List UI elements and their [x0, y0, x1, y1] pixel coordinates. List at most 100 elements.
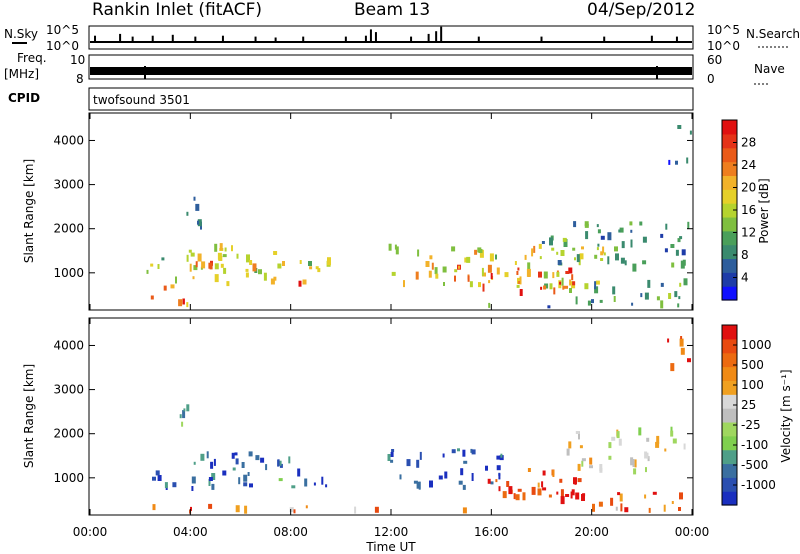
echo-cell-8-101 — [482, 272, 486, 277]
echo-cell-7-135 — [581, 458, 586, 462]
echo-cell-8-112 — [481, 267, 484, 276]
echo-cell-3-20 — [188, 249, 192, 253]
echo-cell-14-232 — [547, 305, 551, 309]
echo-cell-12-180 — [563, 239, 568, 247]
colorbar-swatch-9 — [722, 366, 737, 381]
echo-cell-11-175 — [575, 296, 578, 305]
colorbar-swatch-0 — [722, 286, 737, 301]
echo-cell-5-82 — [565, 494, 570, 497]
echo-cell-1-31 — [164, 482, 168, 489]
echo-cell-12-203 — [677, 238, 681, 243]
echo-cell-9-151 — [496, 267, 500, 275]
echo-cell-8-113 — [543, 271, 548, 279]
echo-cell-11-180 — [670, 363, 675, 372]
echo-cell-11-166 — [679, 282, 682, 287]
echo-cell-10-175 — [648, 507, 651, 513]
echo-cell-5-91 — [498, 486, 501, 492]
echo-cell-10-158 — [562, 285, 565, 290]
echo-cell-9-138 — [454, 275, 456, 282]
echo-cell-6-63 — [308, 261, 312, 266]
echo-cell-4-79 — [471, 449, 476, 455]
echo-cell-9-136 — [568, 267, 573, 274]
ytick-label-0: 1000 — [53, 266, 84, 280]
echo-cell-7-146 — [633, 468, 637, 475]
echo-cell-12-182 — [629, 221, 633, 226]
echo-cell-4-40 — [245, 272, 249, 278]
echo-cell-12-211 — [576, 254, 580, 263]
echo-cell-7-118 — [645, 467, 647, 473]
echo-cell-11-168 — [594, 286, 599, 294]
echo-cell-8-73 — [539, 256, 542, 260]
colorbar-frame — [721, 324, 738, 506]
echo-cell-7-130 — [568, 441, 572, 449]
echo-cell-8-81 — [527, 262, 531, 271]
echo-cell-4-74 — [458, 480, 463, 485]
echo-cell-11-161 — [599, 299, 603, 303]
echo-cell-6-108 — [582, 493, 586, 497]
echo-cell-8-116 — [487, 264, 492, 273]
echo-cell-8-156 — [644, 494, 647, 499]
freq-tick-right-top: 60 — [707, 53, 722, 67]
echo-cell-11-169 — [569, 288, 572, 293]
xtick-label-4: 16:00 — [474, 525, 509, 539]
echo-cell-3-47 — [325, 484, 328, 488]
colorbar-tick-label-1: 8 — [741, 248, 749, 262]
echo-cell-6-111 — [571, 489, 575, 496]
echo-cell-0-5 — [208, 479, 211, 486]
echo-cell-8-91 — [489, 253, 494, 262]
echo-cell-8-107 — [519, 276, 522, 285]
echo-cell-7-120 — [634, 459, 637, 468]
echo-cell-6-115 — [560, 496, 565, 505]
echo-cell-7-128 — [670, 430, 674, 437]
echo-cell-8-111 — [435, 273, 439, 279]
noise-tick-left-bottom: 10^0 — [46, 39, 79, 53]
noise-spikes — [94, 26, 678, 42]
date-title: 04/Sep/2012 — [587, 0, 695, 20]
echo-cell-5-85 — [527, 468, 531, 472]
echo-cell-9-167 — [305, 505, 308, 509]
nsearch-label: N.Search — [746, 27, 800, 41]
echo-cell-7-132 — [632, 459, 635, 467]
colorbar-swatch-4 — [722, 435, 737, 451]
echo-cell-3-35 — [217, 252, 222, 260]
echo-cell-4-43 — [252, 263, 257, 272]
echo-cell-14-231 — [488, 302, 491, 308]
echo-cell-8-159 — [624, 507, 629, 513]
echo-cell-12-209 — [642, 260, 647, 265]
echo-cell-7-131 — [608, 455, 612, 460]
echo-cell-4-51 — [470, 448, 473, 453]
echo-cell-9-152 — [538, 271, 542, 278]
echo-cell-8-128 — [556, 271, 560, 277]
colorbar-tick-label-1: 500 — [741, 358, 764, 372]
echo-cell-13-227 — [686, 157, 689, 164]
colorbar-swatch-12 — [722, 120, 737, 135]
echo-cell-10-153 — [518, 281, 520, 284]
colorbar-swatch-7 — [722, 394, 737, 409]
echo-cell-10-176 — [462, 507, 467, 514]
echo-cell-12-208 — [562, 237, 567, 242]
echo-cell-9-146 — [458, 265, 460, 269]
echo-cell-2-35 — [183, 408, 186, 412]
echo-cell-8-70 — [514, 261, 517, 265]
echo-cell-4-53 — [460, 468, 464, 476]
echo-cell-9-142 — [516, 271, 519, 275]
echo-cell-5-98 — [552, 470, 555, 477]
colorbar-swatch-1 — [722, 272, 737, 287]
time-axis-label: Time UT — [365, 540, 416, 554]
echo-cell-9-139 — [482, 283, 485, 292]
echo-cell-8-82 — [551, 247, 555, 251]
echo-cell-12-220 — [607, 256, 610, 265]
echo-cell-1-30 — [155, 470, 160, 476]
echo-cell-3-25 — [186, 254, 189, 262]
echo-cell-0-2 — [150, 295, 154, 300]
colorbar-tick-label-6: -500 — [741, 458, 768, 472]
echo-cell-11-159 — [674, 291, 678, 298]
echo-cell-12-201 — [681, 249, 686, 256]
echo-cell-3-38 — [223, 267, 227, 274]
velocity-colorbar-label: Velocity [m s⁻¹] — [779, 369, 793, 462]
echo-cell-6-113 — [548, 494, 552, 498]
echo-cell-8-124 — [549, 283, 553, 290]
freq-tick-left-top: 10 — [70, 53, 85, 67]
ytick-label-3: 4000 — [53, 133, 84, 147]
echo-cell-5-88 — [513, 493, 516, 500]
